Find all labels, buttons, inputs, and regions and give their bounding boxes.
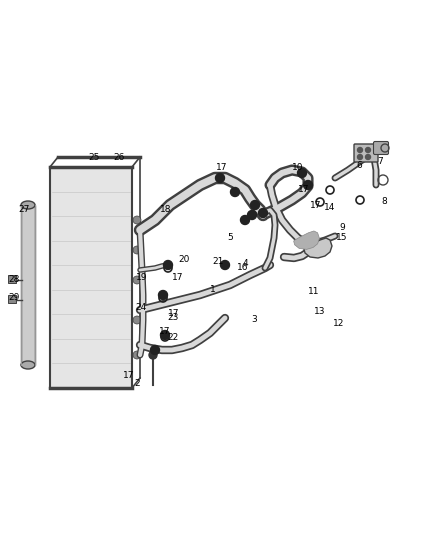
Text: 17: 17 [159,327,171,336]
Text: 27: 27 [18,206,30,214]
Text: 11: 11 [308,287,320,296]
Bar [8,275,16,283]
FancyBboxPatch shape [354,144,378,162]
Text: 19: 19 [136,273,148,282]
Circle shape [159,290,167,300]
Text: 17: 17 [168,309,180,318]
Circle shape [220,261,230,270]
Circle shape [133,351,141,359]
Text: 5: 5 [227,233,233,243]
Text: 3: 3 [251,316,257,325]
Text: 17: 17 [172,273,184,282]
Text: 15: 15 [336,233,348,243]
Polygon shape [294,231,319,249]
Text: 8: 8 [381,198,387,206]
Text: 7: 7 [377,157,383,166]
Text: 22: 22 [167,334,179,343]
Bar [8,295,16,303]
Circle shape [149,351,157,359]
Text: 10: 10 [292,164,304,173]
Text: 28: 28 [8,276,20,285]
Text: 17: 17 [216,163,228,172]
Circle shape [251,200,259,209]
Circle shape [133,216,141,224]
Circle shape [297,168,307,177]
Text: 23: 23 [167,313,179,322]
Text: 1: 1 [210,286,216,295]
Circle shape [240,215,250,224]
Circle shape [151,345,159,354]
Circle shape [163,261,173,270]
Circle shape [247,211,257,220]
Text: 12: 12 [333,319,345,327]
Text: 17: 17 [123,370,135,379]
Circle shape [304,181,312,190]
Circle shape [160,330,170,340]
Text: 20: 20 [178,255,190,264]
Text: 26: 26 [113,152,125,161]
Text: 17: 17 [310,200,322,209]
Ellipse shape [21,361,35,369]
Text: 29: 29 [8,294,20,303]
Text: 25: 25 [88,152,100,161]
Circle shape [133,276,141,284]
Text: 18: 18 [160,206,172,214]
Circle shape [133,316,141,324]
Bar [50,167,132,388]
Ellipse shape [21,201,35,209]
Text: 2: 2 [134,378,140,387]
Text: 24: 24 [135,303,147,311]
Circle shape [365,148,371,152]
Text: 16: 16 [237,262,249,271]
Text: 9: 9 [339,223,345,232]
Circle shape [357,148,363,152]
Text: 13: 13 [314,308,326,317]
Text: 21: 21 [212,257,224,266]
FancyBboxPatch shape [374,141,389,155]
Circle shape [133,246,141,254]
Circle shape [215,174,225,182]
Bar [21,205,35,365]
Polygon shape [304,238,332,258]
Circle shape [258,208,268,217]
Text: 14: 14 [324,203,336,212]
Text: 4: 4 [242,259,248,268]
Circle shape [365,155,371,159]
Text: 6: 6 [356,160,362,169]
Circle shape [357,155,363,159]
Circle shape [230,188,240,197]
Text: 17: 17 [298,185,310,195]
